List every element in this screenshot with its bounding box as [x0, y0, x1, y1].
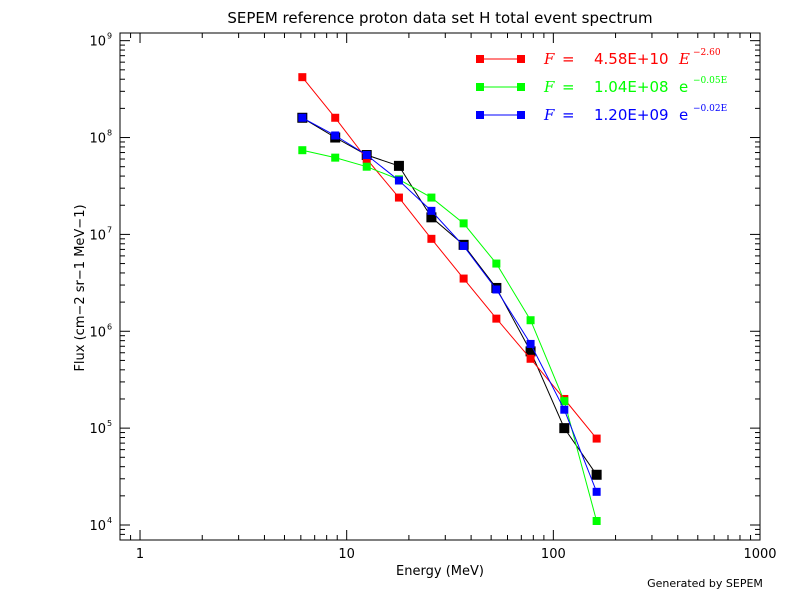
- legend: F = 4.58E+10 E −2.60 F = 1.04E+08 e −0.05E F = 1.20E…: [476, 48, 727, 124]
- data-point-exp_sqrt: [394, 176, 403, 185]
- data-point-power_law: [459, 274, 468, 283]
- series-line-data: [302, 117, 598, 476]
- x-tick-label: 1: [136, 547, 144, 562]
- legend-coefficient: 1.20E+09: [594, 106, 669, 124]
- legend-exponent: −0.02E: [693, 104, 727, 114]
- data-point-exponential: [592, 516, 601, 525]
- data-point-power_law: [427, 234, 436, 243]
- legend-coefficient: 1.04E+08: [594, 78, 669, 96]
- y-tick-exponent: 9: [107, 32, 112, 41]
- series-exp_sqrt: [298, 113, 601, 496]
- series-power_law: [298, 73, 601, 443]
- y-tick-exponent: 4: [107, 516, 112, 525]
- legend-base: E: [678, 50, 690, 68]
- data-point-exp_sqrt: [427, 206, 436, 215]
- y-tick-label: 10: [89, 228, 106, 243]
- legend-base: e: [679, 106, 688, 124]
- legend-symbol: F: [543, 50, 555, 68]
- chart-title: SEPEM reference proton data set H total …: [227, 9, 652, 27]
- legend-marker: [517, 111, 525, 119]
- data-point-power_law: [492, 314, 501, 323]
- plot-frame: [119, 32, 761, 541]
- legend-item-power_law: F = 4.58E+10 E −2.60: [476, 48, 721, 68]
- data-point-exp_sqrt: [331, 131, 340, 140]
- legend-coefficient: 4.58E+10: [594, 50, 669, 68]
- legend-marker: [517, 83, 525, 91]
- data-point-power_law: [362, 155, 371, 164]
- series-line-exponential: [302, 149, 598, 522]
- data-point-data: [426, 212, 437, 223]
- data-point-exp_sqrt: [459, 241, 468, 250]
- data-point-exponential: [492, 259, 501, 268]
- data-point-data: [525, 346, 536, 357]
- legend-marker: [476, 111, 484, 119]
- legend-exponent: −2.60: [693, 48, 721, 58]
- y-tick-exponent: 8: [107, 129, 112, 138]
- y-tick-exponent: 7: [107, 225, 112, 234]
- legend-item-exp_sqrt: F = 1.20E+09 e −0.02E: [476, 104, 727, 124]
- data-point-exp_sqrt: [526, 339, 535, 348]
- data-point-power_law: [298, 73, 307, 82]
- data-point-exponential: [560, 397, 569, 406]
- data-point-power_law: [394, 193, 403, 202]
- data-point-exponential: [526, 316, 535, 325]
- y-tick-exponent: 6: [107, 322, 112, 331]
- legend-equals: =: [562, 50, 575, 68]
- series-line-exp_sqrt: [302, 117, 598, 492]
- data-point-data: [559, 423, 570, 434]
- x-axis-label: Energy (MeV): [396, 564, 484, 579]
- legend-marker: [476, 83, 484, 91]
- legend-exponent: −0.05E: [693, 76, 727, 86]
- x-tick-label: 100: [541, 547, 566, 562]
- y-tick-label: 10: [89, 35, 106, 50]
- y-tick-label: 10: [89, 422, 106, 437]
- data-point-exp_sqrt: [592, 487, 601, 496]
- y-tick-label: 10: [89, 519, 106, 534]
- series-layer: [297, 73, 602, 525]
- series-line-power_law: [301, 76, 597, 439]
- legend-marker: [476, 55, 484, 63]
- data-point-exp_sqrt: [560, 405, 569, 414]
- legend-marker: [517, 55, 525, 63]
- data-point-exp_sqrt: [298, 113, 307, 122]
- data-point-exp_sqrt: [492, 285, 501, 294]
- legend-item-exponential: F = 1.04E+08 e −0.05E: [476, 76, 727, 96]
- data-point-exponential: [362, 162, 371, 171]
- data-point-exp_sqrt: [362, 151, 371, 160]
- legend-symbol: F: [543, 106, 555, 124]
- data-point-power_law: [526, 354, 535, 363]
- data-point-power_law: [331, 113, 340, 122]
- data-point-exponential: [331, 153, 340, 162]
- footer-credit: Generated by SEPEM: [647, 577, 763, 590]
- legend-symbol: F: [543, 78, 555, 96]
- data-point-data: [393, 160, 404, 171]
- x-axis: 1 10 100 1000: [119, 33, 777, 562]
- legend-equals: =: [562, 78, 575, 96]
- data-point-data: [591, 469, 602, 480]
- y-tick-label: 10: [89, 325, 106, 340]
- x-tick-label: 1000: [743, 547, 776, 562]
- legend-equals: =: [562, 106, 575, 124]
- y-tick-exponent: 5: [107, 419, 112, 428]
- data-point-exponential: [427, 193, 436, 202]
- y-axis-label: Flux (cm−2 sr−1 MeV−1): [73, 204, 88, 371]
- legend-base: e: [679, 78, 688, 96]
- data-point-exponential: [298, 146, 307, 155]
- x-tick-label: 10: [338, 547, 355, 562]
- y-tick-label: 10: [89, 132, 106, 147]
- data-point-power_law: [592, 434, 601, 443]
- data-point-exponential: [459, 219, 468, 228]
